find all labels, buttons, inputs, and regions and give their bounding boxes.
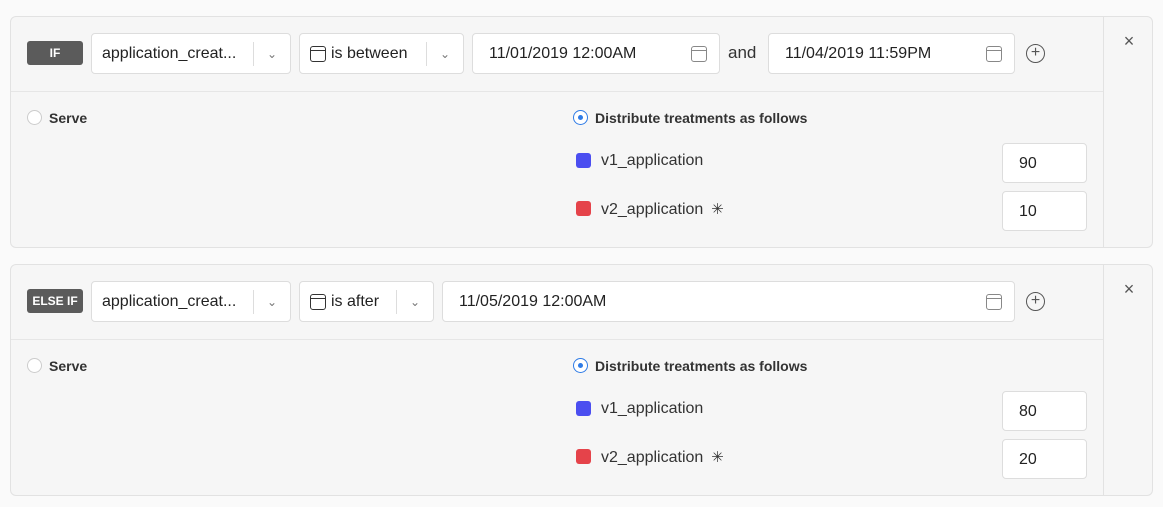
calendar-icon[interactable] <box>986 293 1002 310</box>
serve-radio[interactable] <box>27 110 42 125</box>
chevron-down-icon: ⌄ <box>409 294 421 309</box>
rule-card-if: IF application_creat... ⌄ is between ⌄ 11/… <box>10 16 1153 248</box>
distribute-label: Distribute treatments as follows <box>595 358 808 374</box>
v1-color-swatch <box>576 153 591 168</box>
treatment-label: v1_application <box>601 400 704 417</box>
attribute-value: application_creat... <box>102 44 237 62</box>
attribute-select[interactable]: application_creat... ⌄ <box>91 281 291 322</box>
operator-value: is after <box>331 292 380 310</box>
calendar-icon[interactable] <box>691 45 707 62</box>
chevron-down-icon: ⌄ <box>266 46 278 61</box>
v1-color-swatch <box>576 401 591 416</box>
date-value: 11/05/2019 12:00AM <box>459 292 607 310</box>
treatment-percent-input[interactable]: 90 <box>1002 143 1087 183</box>
rule-card-else-if: ELSE IF application_creat... ⌄ is after ⌄ … <box>10 264 1153 496</box>
asterisk-icon: ✳ <box>711 201 724 218</box>
add-condition-plus-icon[interactable]: + <box>1026 292 1045 311</box>
end-date-value: 11/04/2019 11:59PM <box>785 44 932 62</box>
treatment-label: v2_application <box>601 201 704 218</box>
operator-select[interactable]: is after ⌄ <box>299 281 434 322</box>
start-date-input[interactable]: 11/01/2019 12:00AM <box>472 33 720 74</box>
and-label: and <box>728 43 757 62</box>
treatment-percent-input[interactable]: 20 <box>1002 439 1087 479</box>
calendar-icon <box>310 293 326 310</box>
if-badge: IF <box>27 41 83 65</box>
attribute-select[interactable]: application_creat... ⌄ <box>91 33 291 74</box>
chevron-down-icon: ⌄ <box>439 46 451 61</box>
operator-select[interactable]: is between ⌄ <box>299 33 464 74</box>
chevron-down-icon: ⌄ <box>266 294 278 309</box>
add-condition-plus-icon[interactable]: + <box>1026 44 1045 63</box>
distribute-radio[interactable] <box>573 110 588 125</box>
divider <box>1103 17 1104 247</box>
calendar-icon <box>310 45 326 62</box>
distribute-radio[interactable] <box>573 358 588 373</box>
close-icon[interactable]: × <box>1123 31 1135 51</box>
serve-label: Serve <box>49 358 88 374</box>
operator-value: is between <box>331 44 408 62</box>
date-input[interactable]: 11/05/2019 12:00AM <box>442 281 1015 322</box>
serve-radio[interactable] <box>27 358 42 373</box>
rule-condition-row: IF application_creat... ⌄ is between ⌄ 11/… <box>11 17 1103 92</box>
treatment-percent-input[interactable]: 10 <box>1002 191 1087 231</box>
treatment-label: v1_application <box>601 152 704 169</box>
v2-color-swatch <box>576 449 591 464</box>
distribute-label: Distribute treatments as follows <box>595 110 808 126</box>
start-date-value: 11/01/2019 12:00AM <box>489 44 637 62</box>
serve-label: Serve <box>49 110 88 126</box>
rule-condition-row: ELSE IF application_creat... ⌄ is after ⌄ … <box>11 265 1103 340</box>
end-date-input[interactable]: 11/04/2019 11:59PM <box>768 33 1015 74</box>
close-icon[interactable]: × <box>1123 279 1135 299</box>
treatment-label-row: v2_application ✳ <box>601 200 724 219</box>
treatment-label: v2_application <box>601 449 704 466</box>
else-if-badge: ELSE IF <box>27 289 83 313</box>
v2-color-swatch <box>576 201 591 216</box>
attribute-value: application_creat... <box>102 292 237 310</box>
asterisk-icon: ✳ <box>711 449 724 466</box>
treatment-percent-input[interactable]: 80 <box>1002 391 1087 431</box>
calendar-icon[interactable] <box>986 45 1002 62</box>
divider <box>1103 265 1104 495</box>
treatment-label-row: v2_application ✳ <box>601 448 724 467</box>
